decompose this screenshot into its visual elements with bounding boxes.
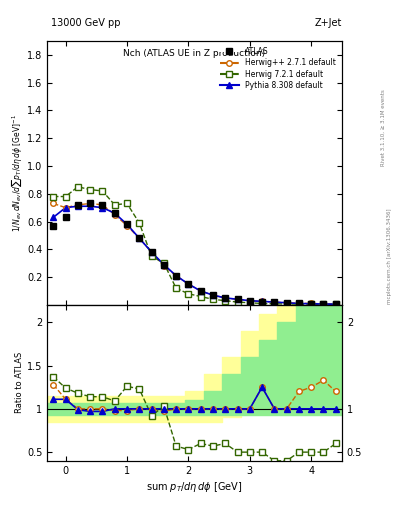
Text: Nch (ATLAS UE in Z production): Nch (ATLAS UE in Z production) — [123, 49, 266, 58]
Y-axis label: Ratio to ATLAS: Ratio to ATLAS — [15, 352, 24, 414]
X-axis label: sum $p_T/d\eta\,d\phi$ [GeV]: sum $p_T/d\eta\,d\phi$ [GeV] — [146, 480, 243, 494]
Y-axis label: $1/N_{ev}\,dN_{ev}/d\sum p_T/d\eta\,d\phi\;[\mathrm{GeV}]^{-1}$: $1/N_{ev}\,dN_{ev}/d\sum p_T/d\eta\,d\ph… — [10, 114, 24, 232]
Legend: ATLAS, Herwig++ 2.7.1 default, Herwig 7.2.1 default, Pythia 8.308 default: ATLAS, Herwig++ 2.7.1 default, Herwig 7.… — [217, 45, 338, 92]
Text: Z+Jet: Z+Jet — [314, 18, 342, 28]
Text: mcplots.cern.ch [arXiv:1306.3436]: mcplots.cern.ch [arXiv:1306.3436] — [387, 208, 391, 304]
Text: 13000 GeV pp: 13000 GeV pp — [51, 18, 121, 28]
Text: Rivet 3.1.10, ≥ 3.1M events: Rivet 3.1.10, ≥ 3.1M events — [381, 90, 386, 166]
